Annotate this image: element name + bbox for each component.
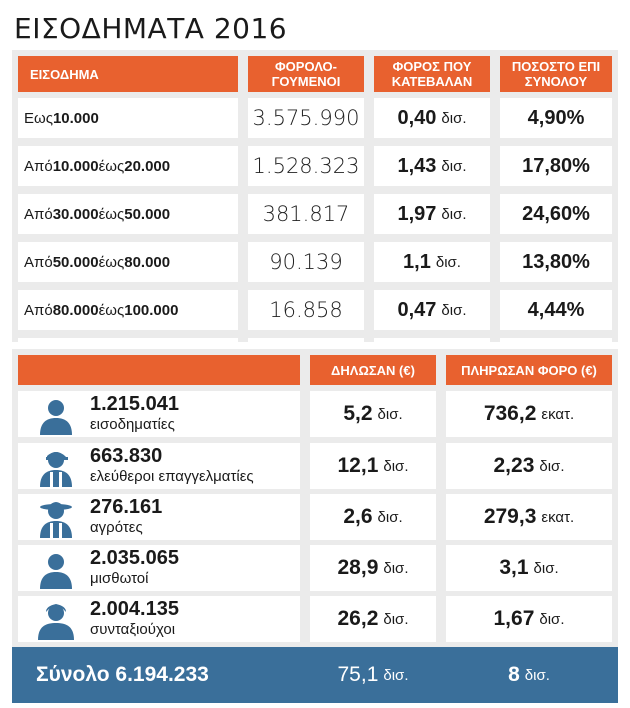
- farmer-hat-icon: [36, 498, 76, 538]
- tax-paid: 1,97 δισ.: [374, 194, 490, 234]
- income-bracket: Από 80.000 έως 100.000: [18, 290, 238, 330]
- profession-label: αγρότες: [90, 519, 143, 536]
- profession-cell: 2.004.135 συνταξιούχοι: [18, 596, 300, 642]
- tax-paid: 1,43 δισ.: [374, 146, 490, 186]
- percentage: 4,44%: [500, 290, 612, 330]
- total-row: Σύνολο 6.194.233 75,1 δισ. 8 δισ.: [12, 647, 618, 703]
- profession-count: 2.035.065: [90, 547, 179, 569]
- income-bracket: Από 10.000 έως 20.000: [18, 146, 238, 186]
- profession-label: συνταξιούχοι: [90, 621, 176, 638]
- profession-count: 663.830: [90, 445, 163, 467]
- header-taxpayers: ΦΟΡΟΛΟ- ΓΟΥΜΕΝΟΙ: [248, 56, 364, 92]
- declared-amount: 5,2 δισ.: [310, 391, 436, 437]
- income-bracket: Εως 10.000: [18, 98, 238, 138]
- income-bracket: Από 50.000 έως 80.000: [18, 242, 238, 282]
- profession-label: ελεύθεροι επαγγελματίες: [90, 468, 254, 485]
- paid-amount: 279,3 εκατ.: [446, 494, 612, 540]
- percentage: 13,80%: [500, 242, 612, 282]
- worker-cap-icon: [36, 447, 76, 487]
- profession-label: εισοδηματίες: [90, 416, 175, 433]
- taxpayers-count: 3.575.990: [248, 98, 364, 138]
- page-title: ΕΙΣΟΔΗΜΑΤΑ 2016: [14, 12, 288, 45]
- total-declared: 75,1 δισ.: [337, 663, 409, 686]
- paid-amount: 2,23 δισ.: [446, 443, 612, 489]
- profession-count: 276.161: [90, 496, 163, 518]
- taxpayers-count: 1.528.323: [248, 146, 364, 186]
- paid-amount: 1,67 δισ.: [446, 596, 612, 642]
- profession-cell: 1.215.041 εισοδηματίες: [18, 391, 300, 437]
- paid-amount: 736,2 εκατ.: [446, 391, 612, 437]
- pensioner-icon: [36, 600, 76, 640]
- profession-table: ΔΗΛΩΣΑΝ (€) ΠΛΗΡΩΣΑΝ ΦΟΡΟ (€) 1.215.041 …: [12, 349, 618, 703]
- tax-paid: 0,40 δισ.: [374, 98, 490, 138]
- tax-paid: 0,47 δισ.: [374, 290, 490, 330]
- header-paid-tax: ΠΛΗΡΩΣΑΝ ΦΟΡΟ (€): [446, 355, 612, 385]
- header-percentage: ΠΟΣΟΣΤΟ ΕΠΙ ΣΥΝΟΛΟΥ: [500, 56, 612, 92]
- profession-cell: 663.830 ελεύθεροι επαγγελματίες: [18, 443, 300, 489]
- profession-count: 1.215.041: [90, 393, 179, 415]
- profession-cell: 2.035.065 μισθωτοί: [18, 545, 300, 591]
- declared-amount: 28,9 δισ.: [310, 545, 436, 591]
- header-blank: [18, 355, 300, 385]
- taxpayers-count: 90.139: [248, 242, 364, 282]
- header-declared: ΔΗΛΩΣΑΝ (€): [310, 355, 436, 385]
- profession-count: 2.004.135: [90, 598, 179, 620]
- profession-cell: 276.161 αγρότες: [18, 494, 300, 540]
- percentage: 17,80%: [500, 146, 612, 186]
- paid-amount: 3,1 δισ.: [446, 545, 612, 591]
- taxpayers-count: 381.817: [248, 194, 364, 234]
- declared-amount: 2,6 δισ.: [310, 494, 436, 540]
- percentage: 4,90%: [500, 98, 612, 138]
- income-bracket: Από 30.000 έως 50.000: [18, 194, 238, 234]
- profession-label: μισθωτοί: [90, 570, 149, 587]
- declared-amount: 12,1 δισ.: [310, 443, 436, 489]
- header-tax-paid: ΦΟΡΟΣ ΠΟΥ ΚΑΤΕΒΑΛΑΝ: [374, 56, 490, 92]
- total-label: Σύνολο 6.194.233: [36, 663, 209, 686]
- person-icon: [36, 395, 76, 435]
- taxpayers-count: 16.858: [248, 290, 364, 330]
- declared-amount: 26,2 δισ.: [310, 596, 436, 642]
- income-table: ΕΙΣΟΔΗΜΑ ΦΟΡΟΛΟ- ΓΟΥΜΕΝΟΙ ΦΟΡΟΣ ΠΟΥ ΚΑΤΕ…: [12, 50, 618, 378]
- employee-icon: [36, 549, 76, 589]
- tax-paid: 1,1 δισ.: [374, 242, 490, 282]
- header-income: ΕΙΣΟΔΗΜΑ: [18, 56, 238, 92]
- percentage: 24,60%: [500, 194, 612, 234]
- total-paid: 8 δισ.: [508, 663, 550, 686]
